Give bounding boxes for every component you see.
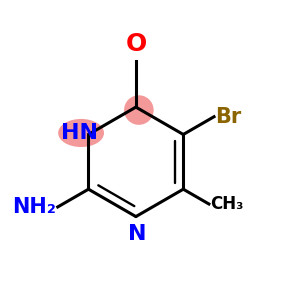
Text: CH₃: CH₃ — [210, 195, 244, 213]
Text: HN: HN — [61, 123, 98, 143]
Ellipse shape — [58, 119, 104, 147]
Text: Br: Br — [215, 107, 242, 127]
Text: NH₂: NH₂ — [12, 197, 56, 217]
Circle shape — [124, 95, 154, 125]
Text: O: O — [125, 32, 146, 56]
Text: N: N — [128, 224, 147, 244]
